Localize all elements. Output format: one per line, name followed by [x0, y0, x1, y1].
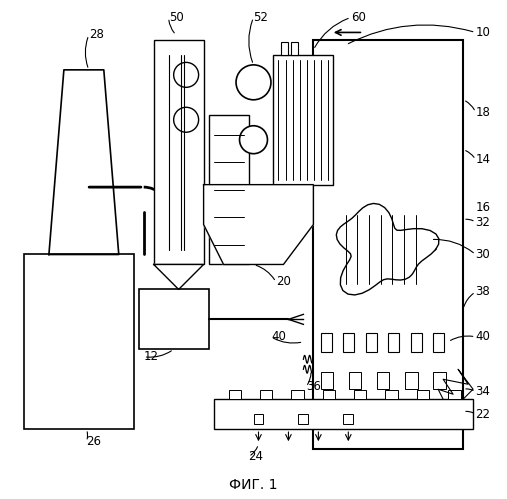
Bar	[377, 372, 389, 389]
Text: 36: 36	[306, 380, 321, 393]
Bar	[213, 399, 473, 429]
Text: 14: 14	[476, 153, 491, 166]
Bar	[411, 333, 422, 352]
Bar	[405, 372, 418, 389]
Text: ФИГ. 1: ФИГ. 1	[229, 478, 278, 492]
Bar	[321, 333, 332, 352]
Text: 26: 26	[86, 435, 101, 448]
Text: 40: 40	[476, 330, 490, 343]
Text: 40: 40	[271, 330, 286, 343]
Polygon shape	[336, 204, 439, 295]
Polygon shape	[154, 264, 204, 289]
Bar	[433, 333, 444, 352]
Bar	[260, 390, 272, 399]
Text: 34: 34	[476, 385, 490, 398]
Bar	[273, 55, 333, 185]
Text: 10: 10	[476, 26, 490, 39]
Text: 38: 38	[476, 285, 490, 298]
Text: 22: 22	[476, 408, 491, 421]
Bar	[139, 289, 208, 349]
Text: 60: 60	[351, 11, 366, 24]
Text: 52: 52	[254, 11, 268, 24]
Bar	[254, 414, 264, 424]
Text: 12: 12	[143, 350, 159, 363]
Bar	[322, 390, 335, 399]
Bar	[292, 390, 304, 399]
Bar	[417, 390, 429, 399]
Circle shape	[236, 65, 271, 100]
Bar	[385, 390, 398, 399]
Text: 24: 24	[248, 450, 264, 463]
Bar	[313, 40, 463, 449]
Bar	[354, 390, 367, 399]
Circle shape	[239, 126, 268, 154]
Bar	[433, 372, 446, 389]
Text: 28: 28	[89, 28, 104, 41]
Bar	[24, 254, 134, 429]
Bar	[281, 42, 288, 55]
Text: 18: 18	[476, 106, 490, 119]
Text: 50: 50	[169, 11, 184, 24]
Bar	[366, 333, 377, 352]
Bar	[299, 414, 308, 424]
Bar	[208, 115, 248, 264]
Bar	[321, 372, 333, 389]
Text: 30: 30	[476, 248, 490, 261]
Text: 20: 20	[276, 275, 291, 288]
Bar	[343, 333, 354, 352]
Bar	[229, 390, 241, 399]
Bar	[343, 414, 353, 424]
Bar	[349, 372, 361, 389]
Bar	[291, 42, 299, 55]
Polygon shape	[204, 185, 313, 264]
Text: 32: 32	[476, 216, 490, 229]
Text: 16: 16	[476, 201, 491, 214]
Bar	[388, 333, 399, 352]
Bar	[448, 390, 460, 399]
Bar	[154, 40, 204, 264]
